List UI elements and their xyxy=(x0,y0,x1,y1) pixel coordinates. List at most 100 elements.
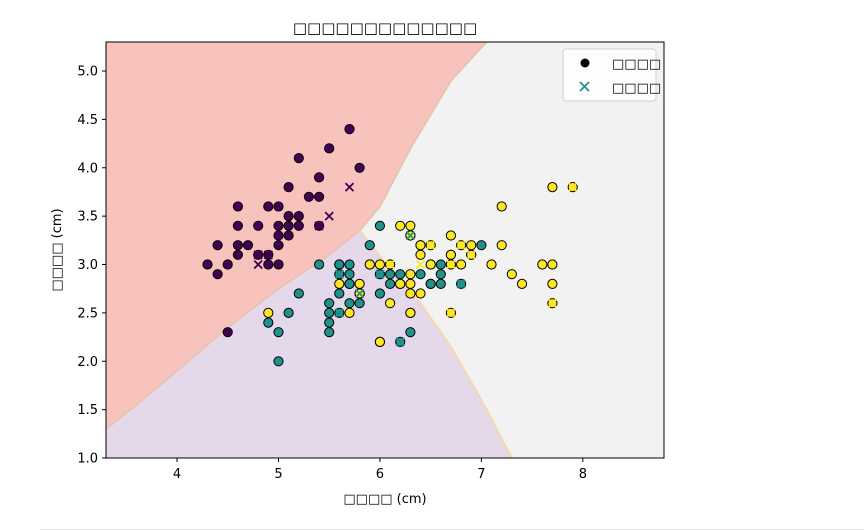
test-point xyxy=(385,259,395,270)
train-point xyxy=(334,278,345,289)
region-class-1 xyxy=(106,230,512,458)
test-point xyxy=(568,182,578,192)
train-point xyxy=(253,220,264,231)
test-point xyxy=(253,259,263,270)
train-point xyxy=(232,249,243,260)
boundary-line-right xyxy=(358,230,513,458)
train-point xyxy=(314,259,325,270)
test-point xyxy=(426,240,436,250)
train-point xyxy=(324,327,335,338)
test-point xyxy=(405,230,416,241)
x-tick-label: 6 xyxy=(376,467,384,482)
train-point xyxy=(374,259,385,270)
y-tick-label: 5.0 xyxy=(77,65,98,80)
train-point xyxy=(263,307,274,318)
test-point xyxy=(334,269,344,279)
chart-title: □□□□□□□□□□□□□ xyxy=(293,19,477,37)
train-point xyxy=(547,259,558,270)
train-point xyxy=(547,278,558,289)
legend-x-marker xyxy=(579,81,590,92)
y-axis: 1.0 1.5 2.0 2.5 3.0 3.5 4.0 4.5 5.0 xyxy=(77,65,106,467)
train-point xyxy=(263,201,274,212)
train-point xyxy=(212,240,223,251)
train-point xyxy=(344,307,355,318)
test-point xyxy=(415,259,426,270)
train-point xyxy=(263,317,274,328)
train-point xyxy=(435,259,446,270)
train-point xyxy=(415,249,426,260)
train-point xyxy=(405,269,416,280)
test-point xyxy=(547,298,558,308)
train-point xyxy=(334,288,345,299)
train-point xyxy=(435,278,446,289)
train-point xyxy=(273,240,284,251)
train-point xyxy=(273,327,284,338)
train-point xyxy=(283,307,294,318)
x-tick-label: 5 xyxy=(274,467,282,482)
train-point xyxy=(415,288,426,299)
region-class-0 xyxy=(106,42,487,429)
train-point xyxy=(405,307,416,318)
test-point xyxy=(314,221,324,231)
train-point xyxy=(303,191,314,202)
train-point xyxy=(405,288,416,299)
legend-label-circle: □□□□ xyxy=(612,57,661,72)
test-point xyxy=(456,279,466,289)
train-point xyxy=(344,298,355,309)
test-point xyxy=(344,182,355,192)
train-point xyxy=(385,269,396,280)
train-point xyxy=(293,288,304,299)
train-point xyxy=(273,220,284,231)
train-point xyxy=(324,307,335,318)
train-point xyxy=(395,220,406,231)
train-point xyxy=(516,278,528,289)
train-point xyxy=(496,201,507,212)
y-tick-label: 4.5 xyxy=(77,113,98,128)
train-point xyxy=(374,288,385,299)
train-point xyxy=(273,259,284,270)
boundary-line-upper xyxy=(106,42,488,430)
train-point xyxy=(273,201,284,212)
train-point xyxy=(476,240,487,251)
train-point xyxy=(547,182,558,193)
train-point xyxy=(324,143,335,154)
y-tick-label: 2.5 xyxy=(77,306,98,321)
train-point xyxy=(283,182,294,193)
legend-label-x: □□□□ xyxy=(612,81,661,96)
train-point xyxy=(222,327,233,338)
train-point xyxy=(435,269,446,280)
decision-regions xyxy=(106,42,664,458)
train-point xyxy=(232,201,243,212)
train-point xyxy=(273,230,284,241)
train-point xyxy=(273,356,284,367)
train-point xyxy=(374,220,385,231)
train-point xyxy=(293,153,304,164)
train-point xyxy=(537,259,548,270)
train-point xyxy=(232,220,243,231)
test-point xyxy=(395,337,405,347)
test-point xyxy=(375,269,385,279)
train-point xyxy=(314,172,325,183)
train-point xyxy=(385,298,396,309)
train-point xyxy=(263,259,274,270)
train-point xyxy=(344,269,355,280)
train-point xyxy=(364,240,375,251)
test-point xyxy=(354,288,365,299)
train-point xyxy=(354,162,365,173)
train-point xyxy=(364,259,375,270)
train-point xyxy=(395,269,406,280)
y-tick-label: 3.0 xyxy=(77,258,98,273)
train-point xyxy=(334,259,345,270)
train-point xyxy=(283,220,294,231)
train-point xyxy=(405,220,416,231)
train-point xyxy=(425,259,436,270)
train-point xyxy=(293,211,304,222)
train-point xyxy=(466,240,477,251)
test-point xyxy=(253,250,263,260)
y-tick-label: 2.0 xyxy=(77,355,98,370)
train-point xyxy=(344,278,355,289)
train-point xyxy=(496,240,507,251)
train-point xyxy=(405,278,416,289)
test-point xyxy=(334,308,344,318)
